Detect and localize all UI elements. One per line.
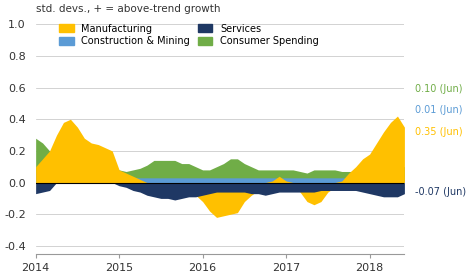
Text: -0.07 (Jun): -0.07 (Jun): [415, 187, 466, 197]
Text: 0.01 (Jun): 0.01 (Jun): [415, 105, 462, 115]
Legend: Manufacturing, Construction & Mining, Services, Consumer Spending: Manufacturing, Construction & Mining, Se…: [59, 24, 319, 47]
Text: 0.10 (Jun): 0.10 (Jun): [415, 84, 462, 94]
Text: 0.35 (Jun): 0.35 (Jun): [415, 127, 462, 137]
Text: std. devs., + = above-trend growth: std. devs., + = above-trend growth: [36, 4, 220, 14]
